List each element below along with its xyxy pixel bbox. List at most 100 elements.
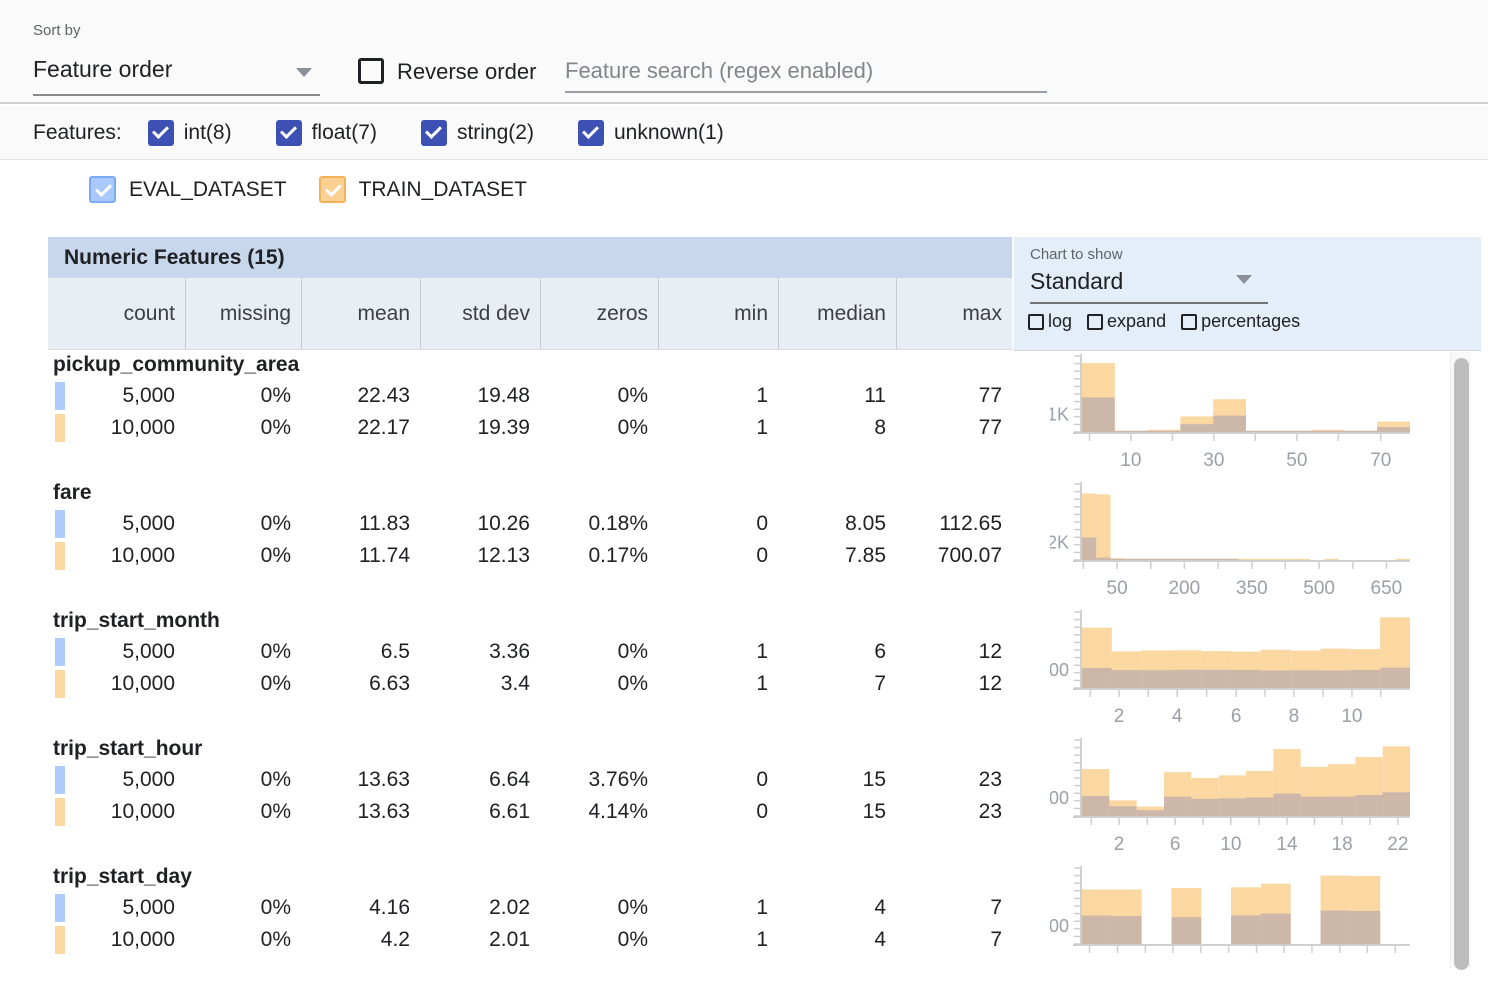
feature-type-int: int(8) xyxy=(148,120,232,146)
svg-text:10: 10 xyxy=(1220,834,1241,855)
cell-count: 10,000 xyxy=(48,416,185,440)
feature-name: trip_start_month xyxy=(53,609,220,633)
stats-row-eval: 5,0000%13.636.643.76%01523 xyxy=(48,764,1012,796)
cell-mean: 11.83 xyxy=(301,512,420,536)
histogram-trip_start_month: 400246810 xyxy=(1050,608,1450,736)
cell-mean: 22.43 xyxy=(301,384,420,408)
cell-median: 4 xyxy=(778,896,896,920)
stats-row-train: 10,0000%13.636.614.14%01523 xyxy=(48,796,1012,828)
histogram-trip_start_day: 400 xyxy=(1050,864,1450,992)
cell-mean: 22.17 xyxy=(301,416,420,440)
cell-max: 77 xyxy=(896,416,1012,440)
chart-options: log expand percentages xyxy=(1028,311,1481,332)
train-dataset-checkbox[interactable] xyxy=(319,176,346,203)
feature-block-trip_start_day: trip_start_day5,0000%4.162.020%14710,000… xyxy=(48,864,1450,992)
column-header-mean: mean xyxy=(301,278,420,349)
cell-max: 12 xyxy=(896,640,1012,664)
cell-zeros: 0% xyxy=(540,384,658,408)
stats-row-eval: 5,0000%4.162.020%147 xyxy=(48,892,1012,924)
percentages-checkbox[interactable] xyxy=(1181,314,1197,330)
chart-to-show-panel: Chart to show Standard log expand percen… xyxy=(1012,237,1481,351)
int-checkbox[interactable] xyxy=(148,120,174,146)
svg-text:350: 350 xyxy=(1236,578,1268,599)
svg-text:650: 650 xyxy=(1371,578,1403,599)
expand-checkbox[interactable] xyxy=(1087,314,1103,330)
column-header-median: median xyxy=(778,278,896,349)
chart-to-show-select[interactable]: Standard xyxy=(1030,266,1268,304)
stats-row-eval: 5,0000%11.8310.260.18%08.05112.65 xyxy=(48,508,1012,540)
cell-min: 0 xyxy=(658,800,778,824)
sort-by-select[interactable]: Feature order xyxy=(33,50,320,96)
feature-type-unknown: unknown(1) xyxy=(578,120,724,146)
feature-type-filter-bar: Features: int(8) float(7) string(2) unkn… xyxy=(0,106,1488,160)
sort-by-value: Feature order xyxy=(33,56,172,83)
feature-name: fare xyxy=(53,481,92,505)
cell-min: 0 xyxy=(658,544,778,568)
cell-min: 1 xyxy=(658,896,778,920)
cell-missing: 0% xyxy=(185,896,301,920)
string-label: string(2) xyxy=(457,121,534,145)
toolbar: Sort by Feature order Reverse order xyxy=(0,0,1488,104)
cell-zeros: 0% xyxy=(540,640,658,664)
chevron-down-icon xyxy=(296,68,312,77)
svg-text:2K: 2K xyxy=(1050,533,1069,553)
column-header-std-dev: std dev xyxy=(420,278,540,349)
column-header-min: min xyxy=(658,278,778,349)
cell-std-dev: 10.26 xyxy=(420,512,540,536)
cell-std-dev: 19.39 xyxy=(420,416,540,440)
feature-search-input[interactable] xyxy=(565,50,1047,93)
cell-std-dev: 3.4 xyxy=(420,672,540,696)
svg-text:500: 500 xyxy=(1303,578,1335,599)
features-label: Features: xyxy=(33,121,122,145)
svg-text:400: 400 xyxy=(1050,788,1069,808)
cell-min: 1 xyxy=(658,928,778,952)
feature-name: trip_start_day xyxy=(53,865,192,889)
cell-min: 0 xyxy=(658,768,778,792)
reverse-order-checkbox[interactable] xyxy=(358,58,384,84)
cell-std-dev: 12.13 xyxy=(420,544,540,568)
string-checkbox[interactable] xyxy=(421,120,447,146)
cell-missing: 0% xyxy=(185,640,301,664)
eval-dataset-label: EVAL_DATASET xyxy=(129,178,287,202)
reverse-order-label: Reverse order xyxy=(397,59,536,85)
cell-std-dev: 19.48 xyxy=(420,384,540,408)
int-label: int(8) xyxy=(184,121,232,145)
cell-median: 11 xyxy=(778,384,896,408)
cell-median: 7.85 xyxy=(778,544,896,568)
feature-block-pickup_community_area: pickup_community_area5,0000%22.4319.480%… xyxy=(48,352,1450,480)
cell-mean: 6.63 xyxy=(301,672,420,696)
legend-item-train: TRAIN_DATASET xyxy=(319,176,527,203)
unknown-checkbox[interactable] xyxy=(578,120,604,146)
cell-count: 10,000 xyxy=(48,800,185,824)
log-checkbox[interactable] xyxy=(1028,314,1044,330)
column-header-missing: missing xyxy=(185,278,301,349)
cell-count: 5,000 xyxy=(48,512,185,536)
stats-column-header: count missing mean std dev zeros min med… xyxy=(48,278,1012,350)
legend-item-eval: EVAL_DATASET xyxy=(89,176,287,203)
cell-mean: 11.74 xyxy=(301,544,420,568)
eval-dataset-checkbox[interactable] xyxy=(89,176,116,203)
svg-text:22: 22 xyxy=(1387,834,1408,855)
cell-median: 15 xyxy=(778,800,896,824)
svg-text:400: 400 xyxy=(1050,660,1069,680)
float-checkbox[interactable] xyxy=(276,120,302,146)
cell-mean: 13.63 xyxy=(301,768,420,792)
eval-swatch xyxy=(55,382,65,410)
cell-mean: 6.5 xyxy=(301,640,420,664)
cell-zeros: 4.14% xyxy=(540,800,658,824)
cell-median: 8.05 xyxy=(778,512,896,536)
cell-count: 5,000 xyxy=(48,768,185,792)
scrollbar-thumb[interactable] xyxy=(1454,358,1469,970)
cell-mean: 13.63 xyxy=(301,800,420,824)
train-swatch xyxy=(55,542,65,570)
chart-to-show-label: Chart to show xyxy=(1030,246,1481,263)
stats-row-train: 10,0000%4.22.010%147 xyxy=(48,924,1012,956)
cell-missing: 0% xyxy=(185,544,301,568)
expand-label: expand xyxy=(1107,311,1166,332)
vertical-scrollbar[interactable] xyxy=(1450,352,1471,968)
train-dataset-label: TRAIN_DATASET xyxy=(359,178,527,202)
eval-swatch xyxy=(55,510,65,538)
percentages-label: percentages xyxy=(1201,311,1300,332)
svg-text:10: 10 xyxy=(1341,706,1362,727)
cell-missing: 0% xyxy=(185,768,301,792)
